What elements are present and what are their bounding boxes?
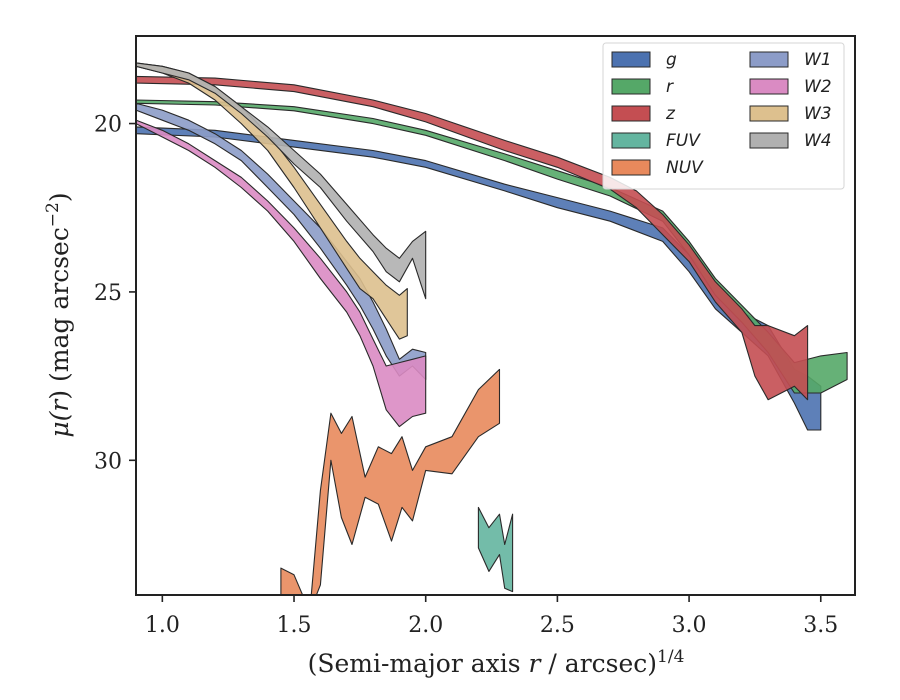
legend-swatch-nuv xyxy=(611,159,651,176)
x-tick-label: 3.5 xyxy=(803,613,838,638)
y-tick-label: 20 xyxy=(94,113,122,138)
x-tick-label: 1.5 xyxy=(277,613,312,638)
legend-swatch-r xyxy=(611,78,651,95)
legend-swatch-w4 xyxy=(749,132,789,149)
legend-label-fuv: FUV xyxy=(666,131,701,151)
legend-label-w1: W1 xyxy=(804,50,832,70)
series-band-nuv xyxy=(280,368,501,595)
series-band-z xyxy=(136,75,809,401)
y-axis-label: μ(r) (mag arcsec−2) xyxy=(43,192,74,437)
x-axis-label: (Semi-major axis r / arcsec)1/4 xyxy=(308,647,685,678)
plot-frame xyxy=(135,35,856,596)
series-band-g xyxy=(136,126,822,431)
legend-label-w4: W4 xyxy=(804,131,832,151)
y-axis: 20 25 30 xyxy=(94,113,136,474)
x-tick-label: 2.5 xyxy=(540,613,575,638)
legend-label-g: g xyxy=(666,50,677,70)
x-tick-label: 1.0 xyxy=(145,613,180,638)
legend-swatch-w3 xyxy=(749,105,789,122)
legend-swatch-w1 xyxy=(749,51,789,68)
legend-swatch-g xyxy=(611,51,651,68)
x-tick-label: 3.0 xyxy=(672,613,707,638)
series-band-fuv xyxy=(477,506,514,593)
x-axis: 1.0 1.5 2.0 2.5 3.0 3.5 xyxy=(145,595,838,638)
y-tick-label: 30 xyxy=(94,449,122,474)
series-band-w2 xyxy=(136,119,427,428)
legend-label-r: r xyxy=(666,77,674,97)
legend-swatch-fuv xyxy=(611,132,651,149)
legend-label-nuv: NUV xyxy=(666,158,704,178)
legend: grz FUV NUV W1 W2 W3 W4 xyxy=(602,42,845,190)
series-band-w4 xyxy=(136,62,427,300)
series-layer xyxy=(136,62,848,595)
legend-swatch-z xyxy=(611,105,651,122)
y-tick-label: 25 xyxy=(94,281,122,306)
legend-label-w2: W2 xyxy=(804,77,832,97)
legend-swatch-w2 xyxy=(749,78,789,95)
legend-label-w3: W3 xyxy=(804,104,832,124)
legend-label-z: z xyxy=(665,104,676,124)
x-tick-label: 2.0 xyxy=(408,613,443,638)
